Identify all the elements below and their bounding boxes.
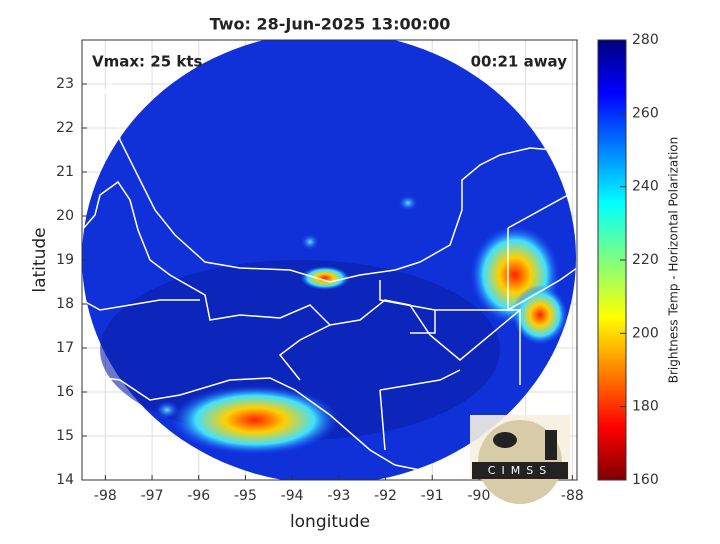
title: Two: 28-Jun-2025 13:00:00: [210, 15, 451, 34]
x-tick-label: -98: [94, 488, 117, 504]
x-tick-label: -91: [421, 488, 444, 504]
time-label: 00:21 away: [471, 53, 568, 71]
swath: [82, 40, 577, 480]
y-tick-label: 15: [56, 428, 74, 444]
y-tick-label: 17: [56, 340, 74, 356]
colorbar-tick-label: 160: [632, 472, 659, 488]
y-axis-label: latitude: [30, 227, 50, 292]
logo: CIMSS: [470, 415, 570, 504]
convection: [155, 401, 179, 419]
x-tick-label: -92: [374, 488, 397, 504]
convection: [301, 234, 319, 250]
x-tick-label: -94: [281, 488, 304, 504]
x-tick-label: -93: [327, 488, 350, 504]
x-axis-label: longitude: [290, 512, 370, 532]
convection: [170, 385, 340, 455]
x-tick-label: -88: [561, 488, 584, 504]
y-tick-label: 23: [56, 76, 74, 92]
x-tick-label: -95: [234, 488, 257, 504]
logo-band: [472, 462, 568, 479]
colorbar-tick-label: 260: [632, 105, 659, 121]
y-tick-label: 18: [56, 296, 74, 312]
x-tick-label: -90: [467, 488, 490, 504]
coastlines: [82, 40, 577, 471]
convection: [300, 266, 350, 290]
colorbar: Brightness Temp - Horizontal Polarizatio…: [597, 32, 681, 488]
logo-dish: [493, 432, 517, 448]
convection: [398, 195, 418, 211]
colorbar-tick-label: 180: [632, 399, 659, 415]
logo-tower: [545, 430, 557, 460]
y-tick-label: 19: [56, 252, 74, 268]
logo-text: CIMSS: [488, 464, 552, 477]
y-tick-label: 22: [56, 120, 74, 136]
y-tick-label: 14: [56, 472, 74, 488]
y-tick-label: 16: [56, 384, 74, 400]
y-tick-label: 21: [56, 164, 74, 180]
colorbar-tick-label: 240: [632, 179, 659, 195]
vmax-label: Vmax: 25 kts: [92, 53, 202, 71]
colorbar-tick-label: 200: [632, 325, 659, 341]
x-tick-label: -97: [141, 488, 164, 504]
colorbar-tick-label: 220: [632, 252, 659, 268]
x-tick-label: -96: [187, 488, 210, 504]
colorbar-tick-label: 280: [632, 32, 659, 48]
y-tick-label: 20: [56, 208, 74, 224]
map-plot: -98-97-96-95-94-93-92-91-90-89-881415161…: [30, 15, 584, 533]
colorbar-label: Brightness Temp - Horizontal Polarizatio…: [667, 137, 681, 384]
